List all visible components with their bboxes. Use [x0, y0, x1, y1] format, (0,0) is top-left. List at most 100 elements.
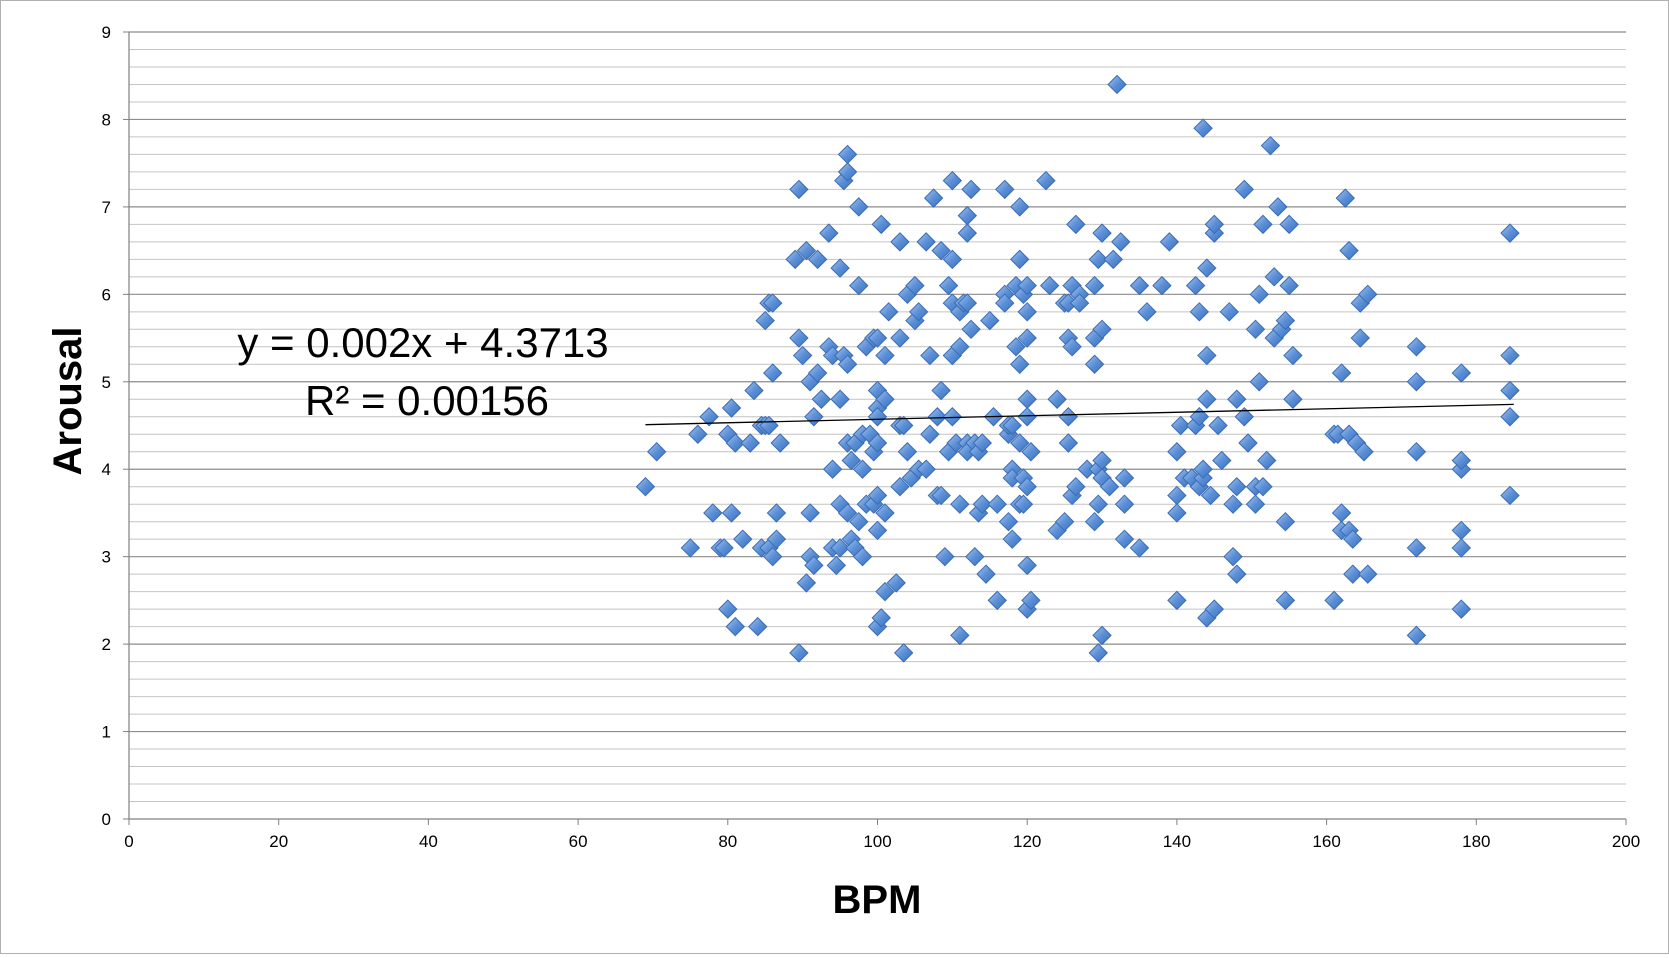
data-point	[1275, 590, 1296, 611]
data-point	[635, 477, 656, 497]
data-point	[1111, 232, 1131, 252]
data-point	[1264, 267, 1284, 287]
data-point	[871, 608, 891, 628]
data-point	[852, 546, 873, 567]
data-point	[725, 433, 745, 453]
data-point	[1036, 170, 1056, 191]
data-point	[766, 503, 787, 523]
data-point	[1066, 477, 1086, 497]
data-point	[849, 275, 869, 296]
data-point	[957, 205, 978, 226]
data-point	[789, 179, 809, 200]
data-point	[763, 293, 783, 313]
data-point	[766, 529, 787, 549]
data-point	[867, 520, 888, 541]
data-point	[1204, 214, 1225, 235]
data-point	[1129, 275, 1150, 296]
data-point	[1069, 293, 1090, 313]
data-point	[927, 407, 948, 427]
data-point	[740, 433, 760, 453]
data-point	[1017, 389, 1037, 409]
data-point	[916, 459, 936, 479]
data-point	[942, 407, 963, 427]
data-point	[1152, 275, 1172, 296]
data-point	[987, 590, 1007, 611]
data-point	[1103, 249, 1123, 270]
data-point	[1013, 494, 1034, 514]
data-point	[867, 407, 888, 427]
data-point	[1500, 345, 1520, 366]
data-point	[1088, 249, 1109, 270]
data-point	[733, 529, 753, 549]
data-point	[995, 293, 1015, 313]
data-point	[1358, 284, 1378, 305]
data-point	[1350, 328, 1370, 348]
data-point	[1275, 511, 1296, 532]
data-point	[830, 258, 850, 278]
data-point	[1114, 529, 1135, 549]
data-point	[886, 573, 906, 593]
x-tick-label: 40	[419, 832, 438, 851]
data-point	[718, 599, 738, 619]
data-point	[867, 328, 888, 348]
data-point	[950, 494, 970, 514]
data-point	[875, 581, 895, 602]
data-point	[1451, 520, 1472, 541]
data-point	[1039, 275, 1060, 296]
data-point	[1088, 494, 1109, 514]
data-point	[1017, 328, 1037, 348]
data-point	[871, 214, 891, 235]
data-point	[1343, 529, 1363, 549]
trendline-group	[645, 403, 1514, 426]
data-point	[789, 643, 809, 663]
data-point	[920, 424, 940, 444]
data-point	[1197, 258, 1217, 278]
data-points	[635, 74, 1520, 663]
trendline-r-squared: R² = 0.00156	[305, 377, 549, 424]
data-point	[680, 538, 701, 558]
data-point	[1500, 223, 1520, 243]
data-point	[1114, 494, 1135, 514]
data-point	[1084, 275, 1105, 296]
data-point	[796, 573, 817, 593]
data-point	[1185, 275, 1206, 296]
data-point	[1114, 468, 1135, 488]
data-point	[961, 319, 981, 340]
data-point	[785, 249, 805, 270]
data-point	[950, 625, 970, 646]
data-point	[1208, 415, 1228, 436]
data-point	[961, 179, 981, 200]
data-point	[841, 450, 862, 471]
data-point	[763, 546, 783, 567]
data-point	[804, 555, 824, 576]
data-point	[770, 433, 790, 453]
data-point	[1331, 363, 1352, 383]
data-point	[1335, 188, 1356, 208]
data-point	[923, 188, 944, 208]
data-point	[725, 616, 745, 637]
data-point	[1193, 459, 1213, 479]
data-point	[1234, 407, 1254, 427]
data-point	[1358, 564, 1378, 584]
data-point	[1058, 433, 1079, 453]
x-tick-label: 140	[1163, 832, 1191, 851]
data-point	[905, 275, 925, 296]
data-point	[950, 337, 970, 357]
x-axis-title: BPM	[833, 878, 922, 922]
data-point	[1006, 337, 1026, 357]
y-tick-label: 6	[102, 285, 111, 304]
data-point	[789, 328, 809, 348]
data-point	[744, 380, 764, 401]
data-point	[1283, 389, 1303, 409]
x-tick-label: 200	[1612, 832, 1640, 851]
data-point	[1010, 249, 1030, 270]
data-point	[976, 564, 996, 584]
x-tick-label: 120	[1013, 832, 1041, 851]
data-point	[1204, 599, 1225, 619]
data-point	[935, 546, 955, 567]
data-point	[1253, 214, 1273, 235]
data-point	[1500, 485, 1520, 506]
y-tick-label: 5	[102, 373, 111, 392]
data-point	[763, 363, 783, 383]
data-point	[867, 485, 888, 506]
